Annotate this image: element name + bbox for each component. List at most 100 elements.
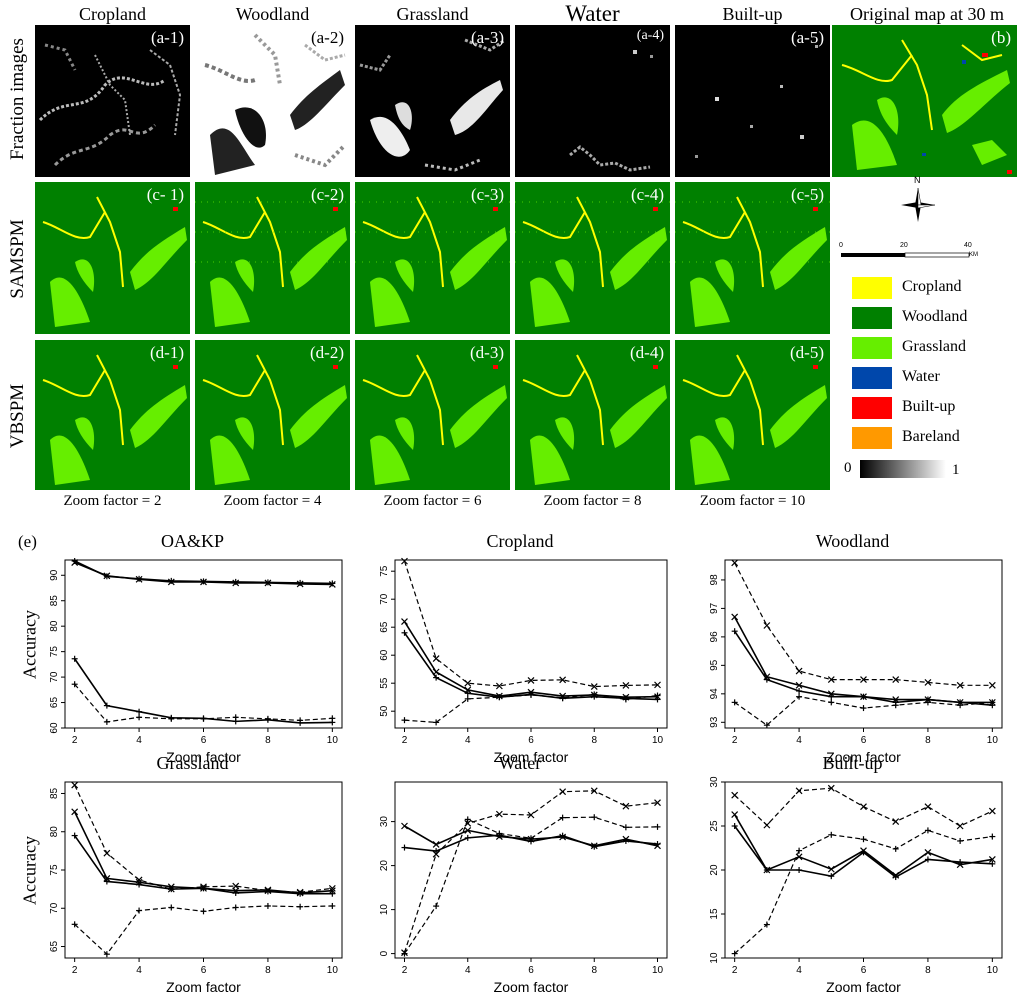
x-axis-label: Zoom factor bbox=[826, 749, 901, 765]
data-point bbox=[264, 902, 271, 909]
original-map-title: Original map at 30 m bbox=[850, 4, 1004, 24]
data-point bbox=[432, 655, 440, 662]
series-line-1 bbox=[734, 562, 993, 686]
data-point bbox=[763, 867, 770, 873]
chart-title: Grassland bbox=[156, 753, 229, 773]
data-point bbox=[731, 791, 739, 799]
data-point bbox=[433, 848, 440, 855]
y-tick-label: 50 bbox=[379, 705, 390, 717]
x-tick-label: 2 bbox=[72, 735, 78, 746]
data-point bbox=[135, 575, 143, 583]
data-point bbox=[892, 818, 900, 826]
series-line-2 bbox=[733, 616, 993, 704]
y-tick-label: 85 bbox=[49, 595, 60, 607]
tag-d2: (d-2) bbox=[310, 343, 344, 362]
data-point bbox=[433, 719, 440, 726]
data-point bbox=[988, 807, 996, 815]
x-axis-label: Zoom factor bbox=[166, 979, 241, 995]
chart-oa-kp: OA&KP 60 65 70 75 80 85 90 2 4 6 8 10 Zoom factor Accu… bbox=[20, 531, 350, 770]
y-tick-label: 95 bbox=[709, 659, 720, 671]
data-point bbox=[103, 878, 110, 885]
data-point bbox=[495, 682, 503, 690]
series-line-1 bbox=[74, 784, 333, 893]
x-axis-label: Zoom factor bbox=[166, 749, 241, 765]
data-point bbox=[796, 867, 803, 873]
data-point bbox=[528, 838, 534, 845]
fraction-image-grassland: (a-3) bbox=[355, 25, 510, 177]
data-point bbox=[103, 572, 111, 580]
data-point bbox=[989, 833, 996, 840]
data-point bbox=[924, 848, 932, 856]
data-point bbox=[559, 832, 566, 839]
data-point bbox=[795, 667, 803, 675]
x-axis-label: Zoom factor bbox=[826, 979, 901, 995]
data-point bbox=[232, 904, 239, 911]
data-point bbox=[731, 699, 738, 706]
y-tick-label: 15 bbox=[709, 908, 720, 920]
row-label-vbspm: VBSPM bbox=[7, 383, 28, 449]
legend-swatch bbox=[852, 337, 892, 359]
data-point bbox=[763, 676, 770, 683]
chart-title: Built-up bbox=[822, 753, 883, 773]
chart-water: Water 0 10 20 30 2 4 6 8 10 Zoom factor bbox=[365, 753, 675, 1000]
data-point bbox=[401, 950, 408, 957]
data-point bbox=[924, 679, 932, 686]
north-label: N bbox=[914, 175, 921, 185]
series-line-2 bbox=[403, 816, 658, 954]
y-tick-label: 65 bbox=[49, 941, 60, 953]
series-line-1 bbox=[403, 560, 658, 688]
data-point bbox=[731, 613, 739, 621]
y-tick-label: 30 bbox=[379, 816, 390, 828]
data-point bbox=[297, 903, 304, 910]
data-point bbox=[232, 579, 240, 587]
y-tick-label: 10 bbox=[709, 952, 720, 964]
series-line-3 bbox=[733, 814, 993, 877]
x-tick-label: 6 bbox=[201, 965, 207, 976]
data-point bbox=[957, 859, 964, 866]
fraction-image-grassland-graphic bbox=[355, 25, 510, 177]
col-title-grassland: Grassland bbox=[396, 4, 469, 24]
chart-grassland: Grassland 65 70 75 80 85 2 4 6 8 10 Zoom factor Accu… bbox=[20, 753, 350, 1000]
y-tick-label: 10 bbox=[379, 904, 390, 916]
fraction-image-builtup-graphic bbox=[675, 25, 830, 177]
y-axis-label: Accuracy bbox=[19, 836, 40, 905]
data-point bbox=[924, 699, 931, 706]
x-axis-label: Zoom factor bbox=[494, 749, 569, 765]
data-point bbox=[763, 622, 771, 629]
fraction-image-cropland: (a-1) bbox=[35, 25, 190, 177]
x-tick-label: 8 bbox=[591, 735, 597, 746]
data-point bbox=[103, 849, 111, 857]
y-tick-label: 70 bbox=[49, 902, 60, 914]
data-point bbox=[297, 717, 304, 724]
data-point bbox=[591, 814, 598, 821]
data-point bbox=[654, 841, 661, 848]
x-tick-label: 6 bbox=[861, 965, 867, 976]
data-point bbox=[795, 853, 803, 861]
legend-label: Grassland bbox=[902, 338, 966, 355]
data-point bbox=[264, 888, 271, 895]
y-tick-label: 60 bbox=[379, 649, 390, 661]
fraction-gradient: 0 1 bbox=[844, 456, 1018, 486]
zoom-label-10: Zoom factor = 10 bbox=[699, 493, 806, 509]
scale-tick-20: 20 bbox=[900, 242, 908, 249]
x-tick-label: 6 bbox=[528, 735, 534, 746]
x-tick-label: 4 bbox=[465, 735, 471, 746]
data-point bbox=[956, 681, 964, 689]
data-point bbox=[264, 579, 272, 587]
legend-label: Water bbox=[902, 368, 940, 385]
scale-tick-40: 40 bbox=[964, 242, 972, 249]
data-point bbox=[401, 717, 408, 724]
data-point bbox=[731, 950, 738, 957]
data-point bbox=[559, 814, 566, 821]
y-tick-label: 97 bbox=[709, 602, 720, 614]
x-tick-label: 4 bbox=[465, 965, 471, 976]
y-tick-label: 60 bbox=[49, 722, 60, 734]
y-tick-label: 85 bbox=[49, 787, 60, 799]
data-point bbox=[168, 904, 175, 911]
data-point bbox=[828, 873, 835, 880]
y-tick-label: 55 bbox=[379, 677, 390, 689]
chart-title: OA&KP bbox=[160, 531, 224, 551]
data-point bbox=[71, 832, 78, 839]
y-tick-label: 96 bbox=[709, 631, 720, 643]
y-tick-label: 25 bbox=[709, 820, 720, 832]
